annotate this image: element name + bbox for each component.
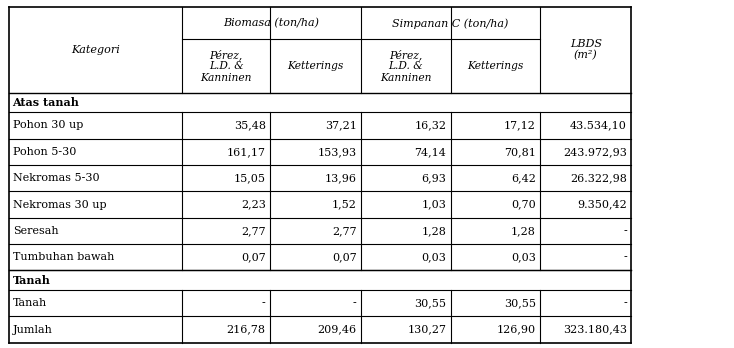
Text: -: - [262,298,266,308]
Text: 1,03: 1,03 [421,199,446,209]
Text: Nekromas 5-30: Nekromas 5-30 [13,173,100,183]
Text: 323.180,43: 323.180,43 [563,325,627,335]
Text: 0,70: 0,70 [511,199,536,209]
Text: 37,21: 37,21 [325,120,357,130]
Text: 209,46: 209,46 [318,325,357,335]
Text: Pohon 30 up: Pohon 30 up [13,120,84,130]
Text: Seresah: Seresah [13,226,59,236]
Text: 1,28: 1,28 [421,226,446,236]
Text: LBDS
(m²): LBDS (m²) [570,39,602,61]
Text: Ketterings: Ketterings [288,61,344,71]
Text: 70,81: 70,81 [504,147,536,157]
Text: Simpanan C (ton/ha): Simpanan C (ton/ha) [393,18,509,29]
Text: 243.972,93: 243.972,93 [563,147,627,157]
Text: 161,17: 161,17 [227,147,266,157]
Text: 2,77: 2,77 [332,226,357,236]
Text: Biomasa (ton/ha): Biomasa (ton/ha) [224,18,319,29]
Text: Atas tanah: Atas tanah [12,97,79,108]
Text: 2,23: 2,23 [241,199,266,209]
Text: 2,77: 2,77 [241,226,266,236]
Text: -: - [623,298,627,308]
Text: 30,55: 30,55 [414,298,446,308]
Text: 43.534,10: 43.534,10 [570,120,627,130]
Text: Pérez,
L.D. &
Kanninen: Pérez, L.D. & Kanninen [380,49,432,83]
Text: Kategori: Kategori [71,45,120,55]
Text: 0,07: 0,07 [332,252,357,262]
Text: Pérez,
L.D. &
Kanninen: Pérez, L.D. & Kanninen [200,49,252,83]
Text: 6,93: 6,93 [421,173,446,183]
Text: Tanah: Tanah [12,275,51,286]
Text: 13,96: 13,96 [324,173,357,183]
Text: 1,28: 1,28 [511,226,536,236]
Text: -: - [623,252,627,262]
Text: Pohon 5-30: Pohon 5-30 [13,147,76,157]
Text: Jumlah: Jumlah [13,325,53,335]
Text: 0,03: 0,03 [511,252,536,262]
Text: 30,55: 30,55 [504,298,536,308]
Text: 1,52: 1,52 [332,199,357,209]
Text: 0,07: 0,07 [241,252,266,262]
Text: 26.322,98: 26.322,98 [570,173,627,183]
Text: 216,78: 216,78 [227,325,266,335]
Text: Tanah: Tanah [13,298,48,308]
Text: 0,03: 0,03 [421,252,446,262]
Text: -: - [623,226,627,236]
Text: 153,93: 153,93 [318,147,357,157]
Text: 126,90: 126,90 [497,325,536,335]
Text: 35,48: 35,48 [233,120,266,130]
Text: 74,14: 74,14 [415,147,446,157]
Text: 130,27: 130,27 [407,325,446,335]
Text: 6,42: 6,42 [511,173,536,183]
Text: 16,32: 16,32 [414,120,446,130]
Text: -: - [353,298,357,308]
Text: Tumbuhan bawah: Tumbuhan bawah [13,252,115,262]
Text: 17,12: 17,12 [504,120,536,130]
Text: 9.350,42: 9.350,42 [577,199,627,209]
Text: Nekromas 30 up: Nekromas 30 up [13,199,107,209]
Text: Ketterings: Ketterings [468,61,523,71]
Text: 15,05: 15,05 [233,173,266,183]
